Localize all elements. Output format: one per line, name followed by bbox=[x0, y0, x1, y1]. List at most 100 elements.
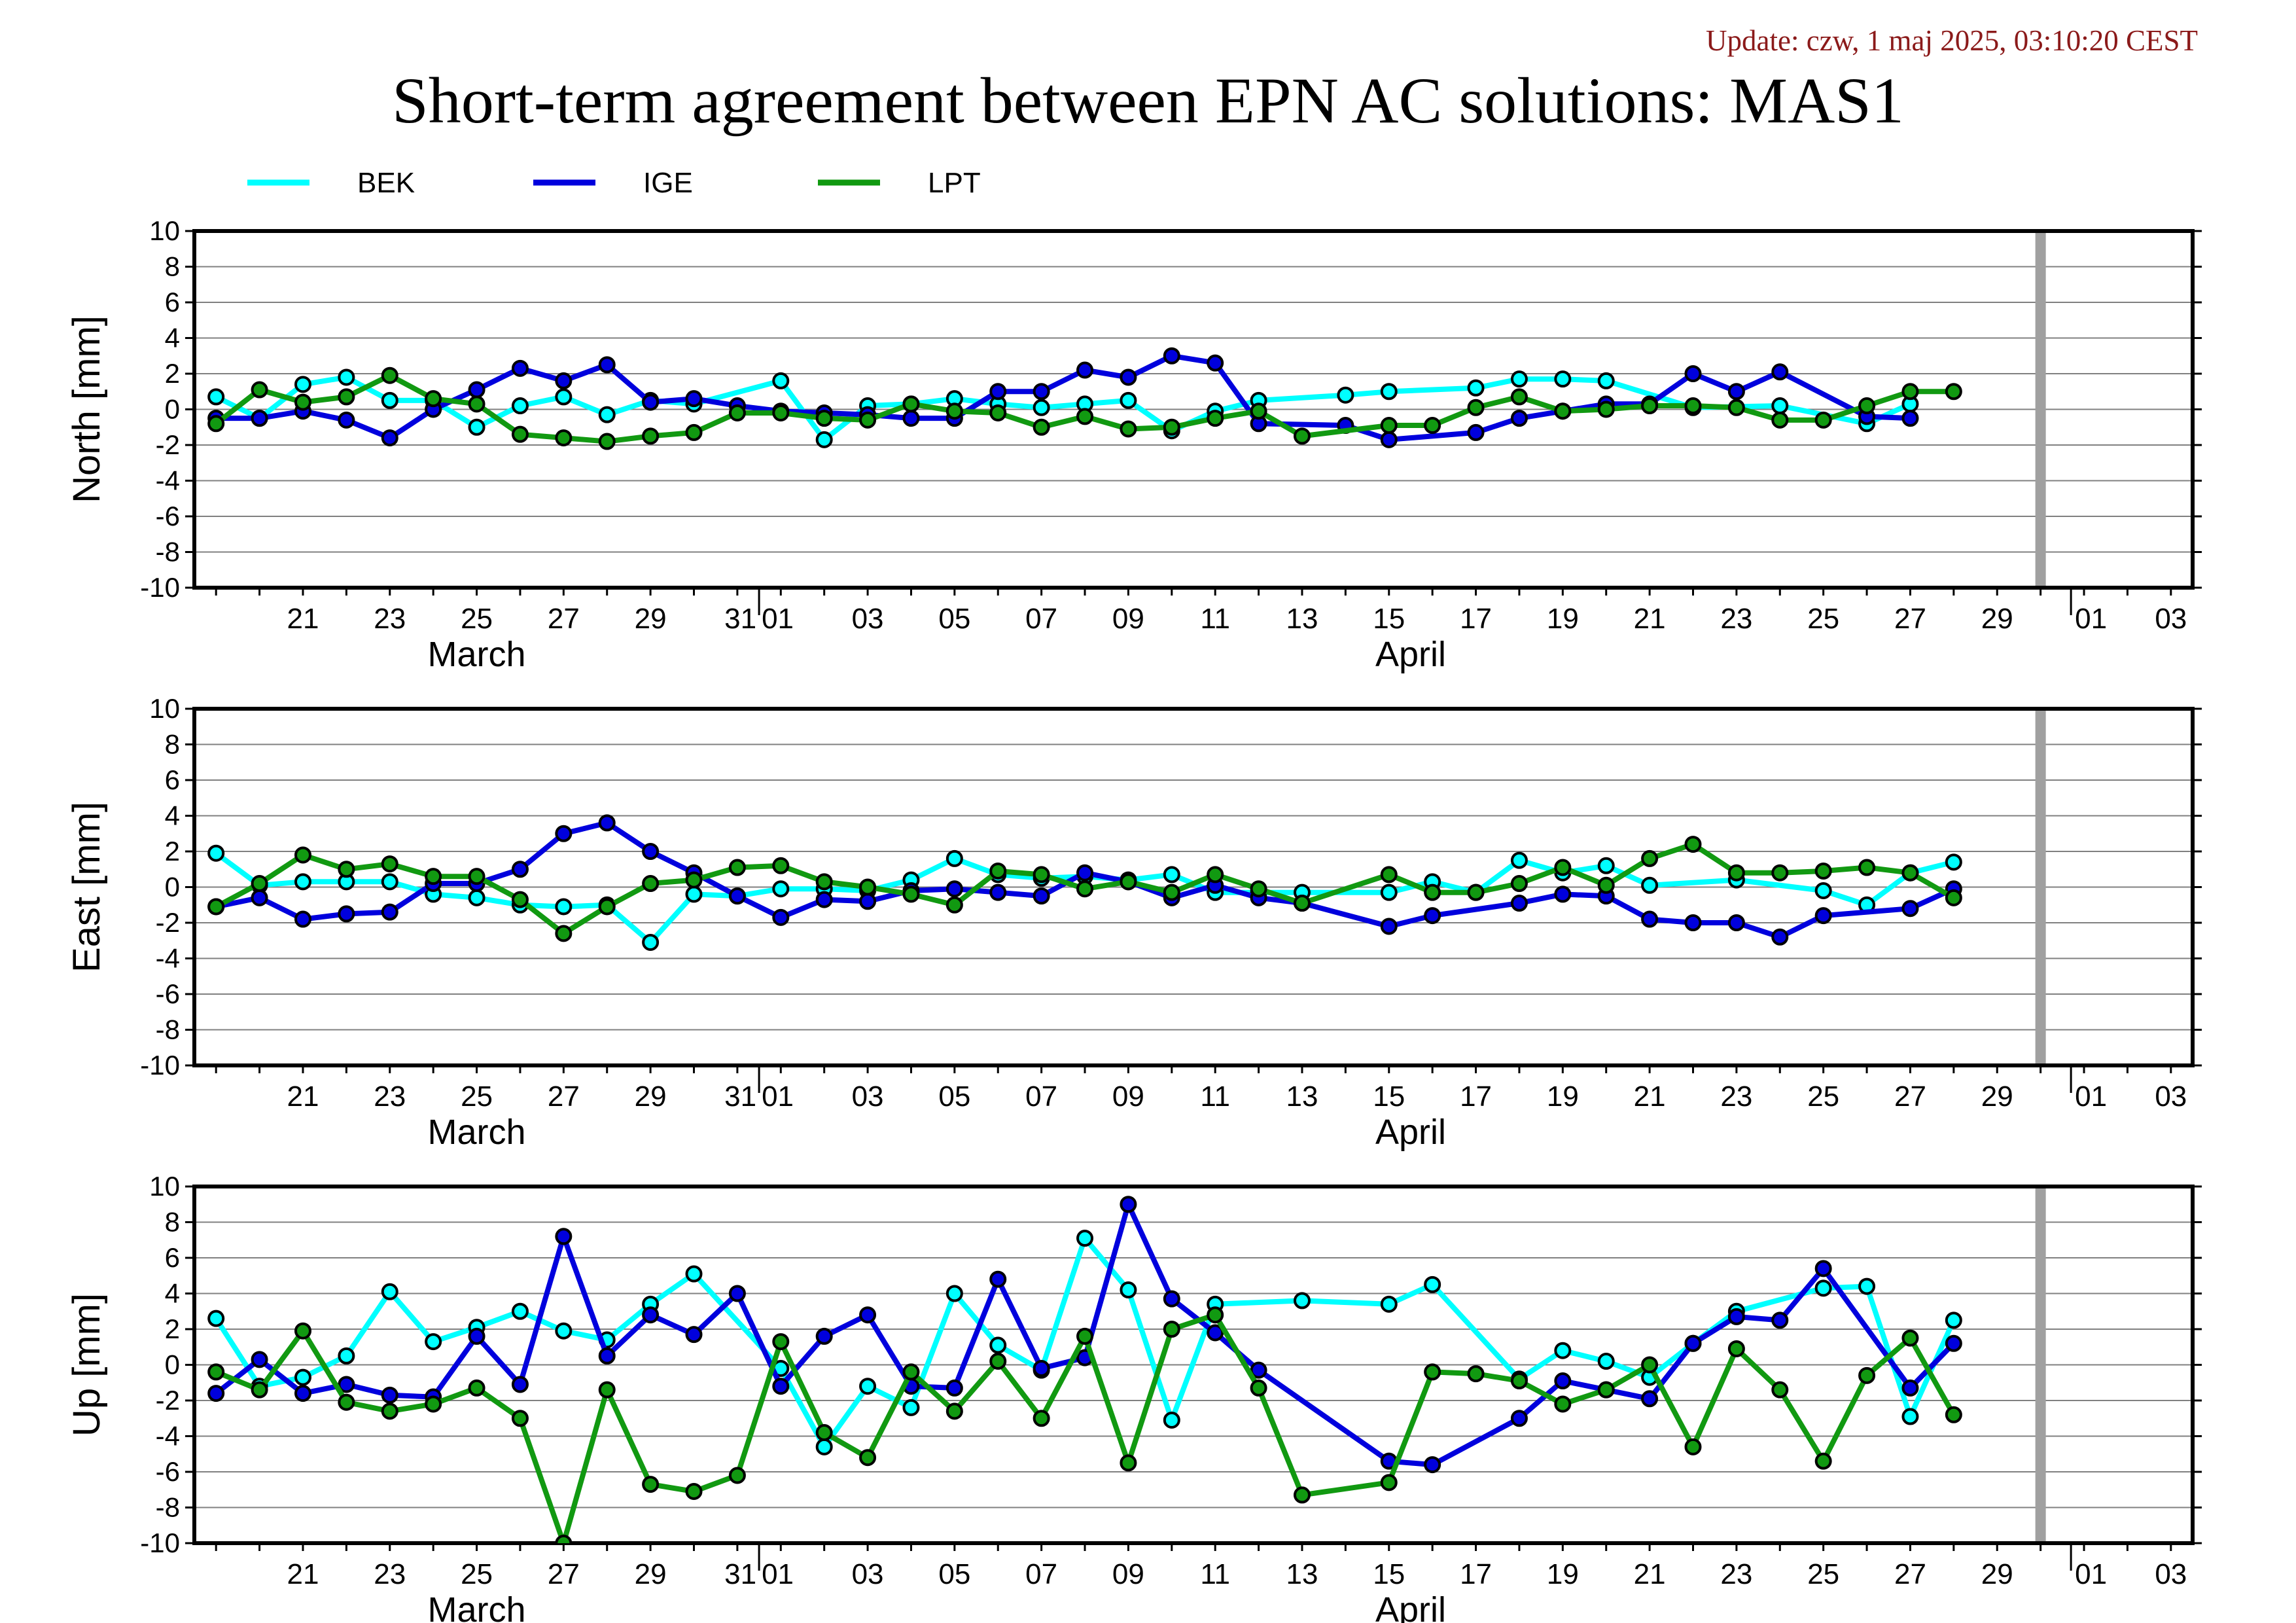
data-point-ige bbox=[859, 1306, 877, 1324]
data-point-bek bbox=[642, 933, 660, 951]
data-point-lpt bbox=[251, 1381, 268, 1399]
data-point-lpt bbox=[468, 395, 486, 413]
data-point-ige bbox=[728, 1285, 746, 1302]
data-point-lpt bbox=[772, 857, 790, 874]
data-point-ige bbox=[815, 891, 833, 908]
data-point-bek bbox=[1554, 370, 1572, 388]
data-point-bek bbox=[381, 391, 398, 409]
data-point-lpt bbox=[815, 873, 833, 891]
data-point-ige bbox=[1510, 1410, 1528, 1427]
legend: BEK IGE LPT bbox=[247, 167, 981, 199]
plot-area bbox=[207, 814, 1962, 951]
y-tick-label: 2 bbox=[165, 1313, 180, 1344]
data-point-ige bbox=[989, 883, 1007, 901]
x-tick-label: 17 bbox=[1460, 1558, 1492, 1590]
data-point-ige bbox=[1510, 410, 1528, 427]
data-point-ige bbox=[1424, 1456, 1441, 1474]
data-point-bek bbox=[772, 372, 790, 389]
data-point-lpt bbox=[1510, 875, 1528, 893]
data-point-ige bbox=[1727, 1308, 1745, 1325]
data-point-lpt bbox=[511, 1410, 529, 1427]
data-point-bek bbox=[1597, 1353, 1615, 1370]
data-point-ige bbox=[1641, 1390, 1659, 1408]
data-point-bek bbox=[1076, 1230, 1094, 1247]
y-tick-label: -4 bbox=[156, 1421, 180, 1452]
x-tick-label: 03 bbox=[852, 1558, 884, 1590]
data-point-bek bbox=[1901, 1408, 1919, 1425]
data-point-ige bbox=[381, 1386, 398, 1404]
data-point-bek bbox=[859, 1378, 877, 1395]
data-point-lpt bbox=[294, 846, 311, 864]
data-point-ige bbox=[642, 393, 660, 411]
data-point-ige bbox=[772, 1378, 790, 1395]
x-tick-label: 27 bbox=[1894, 1080, 1926, 1113]
data-point-bek bbox=[207, 844, 225, 862]
data-point-lpt bbox=[1901, 1329, 1919, 1347]
x-tick-label: 21 bbox=[287, 1558, 319, 1590]
data-point-ige bbox=[945, 880, 963, 898]
data-point-ige bbox=[1901, 900, 1919, 918]
data-point-ige bbox=[1380, 431, 1398, 448]
data-point-bek bbox=[685, 1265, 703, 1283]
y-tick-label: 8 bbox=[165, 1207, 180, 1238]
data-point-bek bbox=[1163, 1411, 1180, 1429]
data-point-bek bbox=[1597, 372, 1615, 389]
data-point-bek bbox=[1163, 866, 1180, 883]
data-point-lpt bbox=[1380, 866, 1398, 883]
data-point-bek bbox=[555, 388, 573, 406]
data-point-bek bbox=[1771, 397, 1789, 415]
data-point-bek bbox=[381, 873, 398, 891]
data-point-lpt bbox=[381, 1402, 398, 1420]
data-point-lpt bbox=[425, 390, 442, 408]
data-point-lpt bbox=[902, 885, 920, 903]
x-month-label: March bbox=[428, 635, 526, 674]
plot-area bbox=[207, 347, 1962, 450]
data-point-ige bbox=[1771, 363, 1789, 381]
y-tick-label: 0 bbox=[165, 872, 180, 902]
y-tick-label: 8 bbox=[165, 729, 180, 760]
data-point-ige bbox=[251, 410, 268, 427]
data-point-lpt bbox=[1380, 1474, 1398, 1491]
data-point-lpt bbox=[685, 1482, 703, 1500]
data-point-bek bbox=[685, 885, 703, 903]
x-tick-label: 03 bbox=[852, 1080, 884, 1113]
x-month-label: April bbox=[1375, 635, 1446, 674]
data-point-ige bbox=[338, 1376, 355, 1393]
data-point-ige bbox=[1076, 864, 1094, 882]
data-point-bek bbox=[425, 1333, 442, 1351]
data-point-ige bbox=[1033, 887, 1050, 905]
data-point-lpt bbox=[251, 381, 268, 399]
data-point-ige bbox=[251, 1351, 268, 1368]
data-point-ige bbox=[989, 383, 1007, 401]
data-point-ige bbox=[1163, 347, 1180, 365]
x-tick-label: 27 bbox=[1894, 1558, 1926, 1590]
data-point-ige bbox=[1814, 907, 1832, 925]
x-tick-label: 23 bbox=[374, 1558, 406, 1590]
data-point-bek bbox=[772, 880, 790, 898]
x-tick-label: 01 bbox=[2075, 1080, 2107, 1113]
x-tick-label: 03 bbox=[2155, 603, 2187, 635]
data-point-bek bbox=[1120, 1281, 1137, 1299]
data-point-ige bbox=[1727, 383, 1745, 401]
data-point-ige bbox=[1771, 928, 1789, 946]
data-point-ige bbox=[511, 359, 529, 377]
data-point-ige bbox=[859, 893, 877, 910]
data-point-lpt bbox=[1293, 895, 1311, 912]
series-ige bbox=[207, 347, 1919, 448]
x-month-label: March bbox=[428, 1590, 526, 1623]
y-axis-label: East [mm] bbox=[65, 802, 108, 972]
y-tick-label: 6 bbox=[165, 1242, 180, 1273]
data-point-lpt bbox=[1207, 1306, 1224, 1324]
data-point-ige bbox=[989, 1270, 1007, 1288]
x-tick-label: 05 bbox=[938, 1080, 970, 1113]
x-month-label: March bbox=[428, 1113, 526, 1152]
data-point-lpt bbox=[642, 1476, 660, 1493]
legend-label-bek: BEK bbox=[357, 167, 415, 199]
y-tick-label: 0 bbox=[165, 1349, 180, 1380]
series-bek bbox=[207, 844, 1962, 951]
series-ige bbox=[207, 1196, 1962, 1474]
data-point-bek bbox=[1597, 857, 1615, 874]
data-point-lpt bbox=[1250, 402, 1267, 420]
x-tick-label: 27 bbox=[1894, 603, 1926, 635]
